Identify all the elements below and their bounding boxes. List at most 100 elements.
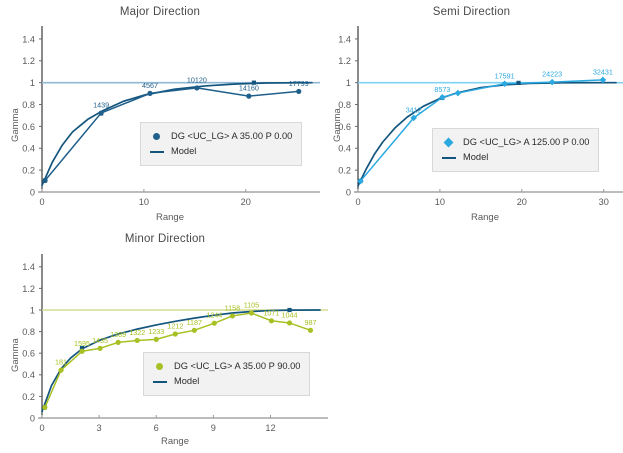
plot-area-semi: 0 0.2 0.4 0.6 0.8 1 1.2 1.4 0 10 20 30 3412 8573 17591… — [320, 0, 623, 210]
data-point-label: 1322 — [129, 328, 145, 337]
x-tick-label: 9 — [211, 423, 216, 433]
x-axis-label-major: Range — [156, 212, 184, 223]
y-tick-label: 1.2 — [22, 284, 35, 294]
data-point-marker[interactable] — [296, 88, 302, 95]
y-tick-label: 1.4 — [22, 34, 35, 44]
model-curve — [41, 309, 321, 413]
x-tick-label: 6 — [154, 423, 159, 433]
legend-label-model-major: Model — [171, 146, 197, 156]
x-axis-label-semi: Range — [471, 212, 499, 223]
data-point-marker[interactable] — [191, 327, 197, 333]
legend-entry-series-major[interactable]: DG <UC_LG> A 35.00 P 0.00 — [149, 129, 292, 144]
data-point-label: 32431 — [593, 67, 613, 76]
data-point-marker[interactable] — [42, 404, 48, 411]
data-point-marker[interactable] — [501, 80, 508, 88]
data-point-marker[interactable] — [268, 318, 275, 324]
line-marker-icon — [149, 150, 164, 153]
data-point-marker[interactable] — [98, 110, 104, 116]
data-point-marker[interactable] — [42, 177, 48, 184]
legend-minor[interactable]: DG <UC_LG> A 35.00 P 90.00 Model — [143, 352, 311, 396]
chart-title-semi: Semi Direction — [432, 6, 511, 18]
data-point-marker[interactable] — [246, 93, 252, 99]
legend-entry-series-minor[interactable]: DG <UC_LG> A 35.00 P 90.00 — [152, 359, 300, 374]
data-point-label: 17591 — [495, 71, 515, 80]
experimental-curve — [44, 87, 300, 182]
data-point-label: 17799 — [289, 79, 309, 88]
y-tick-label: 0.8 — [22, 100, 35, 110]
data-point-marker[interactable] — [153, 336, 159, 342]
model-marker[interactable] — [251, 80, 257, 85]
data-point-marker[interactable] — [58, 367, 64, 373]
data-point-marker[interactable] — [357, 177, 364, 185]
x-tick-label: 12 — [265, 423, 275, 433]
legend-entry-model-semi[interactable]: Model — [441, 150, 589, 165]
line-marker-icon — [441, 156, 456, 159]
model-marker[interactable] — [287, 307, 292, 313]
data-point-label: 1212 — [167, 321, 183, 330]
legend-label-series-semi: DG <UC_LG> A 125.00 P 0.00 — [463, 137, 590, 147]
data-point-label: 24223 — [542, 70, 562, 79]
y-tick-label: 0.4 — [22, 144, 35, 154]
legend-entry-model-minor[interactable]: Model — [152, 374, 300, 389]
y-tick-label: 0 — [30, 187, 35, 197]
line-marker-icon — [152, 380, 167, 383]
model-marker[interactable] — [516, 80, 521, 85]
x-tick-label: 10 — [435, 197, 445, 207]
x-tick-label: 10 — [139, 197, 149, 207]
data-point-marker[interactable] — [134, 337, 140, 344]
y-tick-label: 1.2 — [22, 56, 35, 66]
data-point-label: 181 — [55, 358, 67, 367]
y-tick-label: 1 — [30, 78, 35, 88]
legend-entry-series-semi[interactable]: DG <UC_LG> A 125.00 P 0.00 — [441, 135, 589, 150]
data-point-marker[interactable] — [97, 345, 103, 351]
data-point-marker[interactable] — [286, 320, 293, 326]
chart-panel-semi: Semi Direction Gamma Range 0 0.2 0.4 0.6 0.8… — [320, 0, 623, 230]
data-point-label: 3412 — [406, 105, 422, 114]
x-tick-label: 30 — [599, 197, 609, 207]
data-point-marker[interactable] — [599, 76, 607, 84]
y-tick-label: 0.2 — [22, 392, 35, 402]
data-point-marker[interactable] — [147, 90, 153, 96]
legend-major[interactable]: DG <UC_LG> A 35.00 P 0.00 Model — [140, 122, 303, 166]
legend-semi[interactable]: DG <UC_LG> A 125.00 P 0.00 Model — [432, 128, 600, 172]
data-point-marker[interactable] — [307, 327, 314, 333]
chart-panel-major: Major Direction Gamma Range 0 0.2 0.4 0.6 0.… — [0, 0, 320, 230]
data-point-marker[interactable] — [229, 313, 236, 319]
x-tick-label: 20 — [241, 197, 251, 207]
data-point-label: 1435 — [92, 336, 108, 345]
chart-title-minor: Minor Direction — [124, 233, 206, 245]
data-point-marker[interactable] — [115, 339, 121, 345]
chart-panel-minor: Minor Direction Gamma Range 0 0.2 0.4 0.6 0.… — [0, 230, 330, 453]
plot-area-major: 0 0.2 0.4 0.6 0.8 1 1.2 1.4 0 10 20 1439 4567 10120 14… — [0, 0, 320, 210]
data-point-marker[interactable] — [172, 331, 178, 337]
x-tick-label: 3 — [97, 423, 102, 433]
data-point-marker[interactable] — [211, 320, 217, 326]
data-point-label: 1439 — [93, 101, 109, 110]
y-tick-label: 0.6 — [22, 122, 35, 132]
y-tick-label: 0.8 — [22, 327, 35, 337]
chart-title-major: Major Direction — [119, 6, 201, 18]
data-point-marker[interactable] — [548, 78, 556, 86]
data-point-label: 1233 — [148, 327, 164, 336]
data-point-label: 987 — [304, 318, 316, 327]
data-point-marker[interactable] — [194, 85, 200, 91]
x-tick-label: 0 — [39, 197, 44, 207]
y-tick-label: 0.6 — [338, 122, 351, 132]
y-tick-label: 0.2 — [22, 166, 35, 176]
plot-area-minor: 0 0.2 0.4 0.6 0.8 1 1.2 1.4 0 3 6 9 12 181 1595 1435 138… — [0, 230, 330, 434]
data-point-marker[interactable] — [454, 89, 462, 97]
y-tick-label: 1 — [30, 305, 35, 315]
data-point-label: 1044 — [282, 310, 298, 319]
data-point-marker[interactable] — [248, 310, 255, 316]
legend-entry-model-major[interactable]: Model — [149, 144, 292, 159]
y-tick-label: 0.6 — [22, 349, 35, 359]
x-axis-label-minor: Range — [161, 436, 189, 447]
y-tick-label: 0.4 — [338, 144, 351, 154]
data-point-label: 1187 — [187, 318, 202, 327]
model-marker[interactable] — [79, 345, 85, 351]
data-point-marker[interactable] — [439, 94, 446, 101]
legend-label-model-semi: Model — [463, 152, 489, 162]
diamond-marker-icon — [441, 137, 456, 148]
data-point-marker[interactable] — [79, 348, 85, 354]
